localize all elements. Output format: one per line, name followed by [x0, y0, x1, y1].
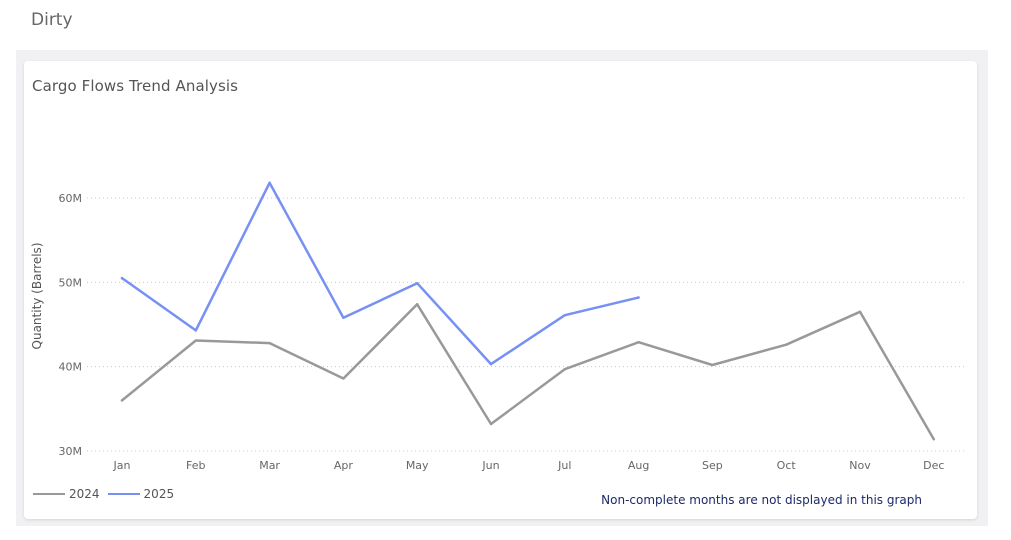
- y-tick-label-40M: 40M: [59, 361, 83, 374]
- legend-item-2025[interactable]: 2025: [107, 487, 175, 501]
- data-point-2025-apr: [342, 316, 345, 319]
- legend-swatch-2025: [107, 493, 140, 495]
- x-tick-label-may: May: [406, 459, 429, 472]
- line-chart[interactable]: 30M 40M 50M 60M Jan Feb Mar Apr May Jun Jul Aug Sep…: [24, 61, 977, 519]
- data-point-2024-sep: [711, 363, 714, 367]
- x-tick-label-jul: Jul: [557, 459, 571, 472]
- x-tick-label-nov: Nov: [849, 459, 871, 472]
- data-point-2025-may: [416, 281, 419, 285]
- data-point-2025-jul: [563, 314, 566, 317]
- x-tick-label-mar: Mar: [259, 459, 280, 472]
- data-point-2024-jan: [120, 399, 124, 402]
- x-tick-label-oct: Oct: [777, 459, 797, 472]
- x-tick-label-dec: Dec: [923, 459, 944, 472]
- data-point-2025-jun: [489, 362, 493, 366]
- x-axis-ticks: Jan Feb Mar Apr May Jun Jul Aug Sep Oct Nov Dec: [113, 459, 945, 472]
- data-point-2024-mar: [268, 341, 271, 345]
- data-point-2025-jan: [120, 276, 124, 280]
- data-point-2025-mar: [268, 181, 271, 185]
- series-line-2025: [120, 181, 640, 366]
- chart-title: Cargo Flows Trend Analysis: [32, 77, 239, 95]
- x-tick-label-sep: Sep: [702, 459, 723, 472]
- data-point-2024-nov: [858, 310, 862, 314]
- data-point-2024-aug: [637, 341, 640, 344]
- legend-label-2025: 2025: [143, 487, 175, 501]
- data-point-2024-jun: [489, 422, 493, 426]
- gridlines: [87, 197, 966, 452]
- data-point-2024-apr: [342, 377, 345, 380]
- data-point-2024-feb: [194, 339, 197, 342]
- legend-swatch-2024: [33, 493, 65, 495]
- data-point-2025-feb: [194, 329, 197, 332]
- legend-label-2024: 2024: [69, 487, 100, 501]
- page-label: Dirty: [31, 10, 73, 30]
- legend-item-2024[interactable]: 2024: [33, 487, 100, 501]
- x-tick-label-jan: Jan: [113, 459, 131, 472]
- series-lines: [120, 181, 936, 441]
- y-axis-label: Quantity (Barrels): [30, 243, 44, 350]
- x-tick-label-apr: Apr: [334, 459, 354, 472]
- data-point-2024-dec: [932, 437, 935, 441]
- series-line-2024: [120, 303, 936, 441]
- chart-card[interactable]: Cargo Flows Trend Analysis 30M 40M 50M 60M …: [24, 61, 977, 519]
- x-tick-label-feb: Feb: [186, 459, 205, 472]
- y-axis-ticks: 30M 40M 50M 60M: [59, 192, 83, 458]
- data-point-2024-oct: [785, 343, 788, 346]
- chart-annotation: Non-complete months are not displayed in…: [601, 493, 922, 507]
- y-tick-label-50M: 50M: [59, 276, 83, 289]
- y-tick-label-30M: 30M: [59, 445, 83, 458]
- data-point-2024-may: [416, 303, 419, 306]
- x-tick-label-jun: Jun: [481, 459, 499, 472]
- y-tick-label-60M: 60M: [59, 192, 83, 205]
- data-point-2024-jul: [563, 367, 566, 371]
- x-tick-label-aug: Aug: [628, 459, 649, 472]
- legend: 2024 2025: [33, 487, 174, 501]
- data-point-2025-aug: [637, 296, 640, 299]
